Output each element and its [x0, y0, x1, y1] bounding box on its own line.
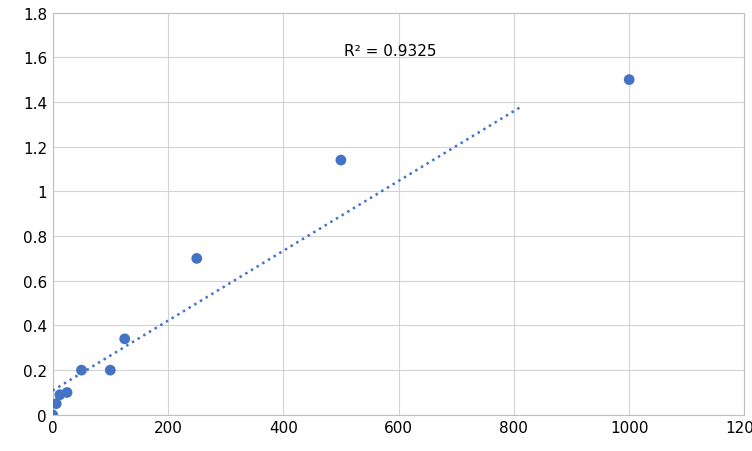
Point — [61, 389, 73, 396]
Point — [47, 411, 59, 419]
Point — [105, 367, 117, 374]
Text: R² = 0.9325: R² = 0.9325 — [344, 44, 436, 59]
Point — [119, 336, 131, 343]
Point — [623, 77, 635, 84]
Point — [54, 391, 66, 399]
Point — [75, 367, 87, 374]
Point — [50, 400, 62, 407]
Point — [191, 255, 203, 262]
Point — [335, 157, 347, 164]
